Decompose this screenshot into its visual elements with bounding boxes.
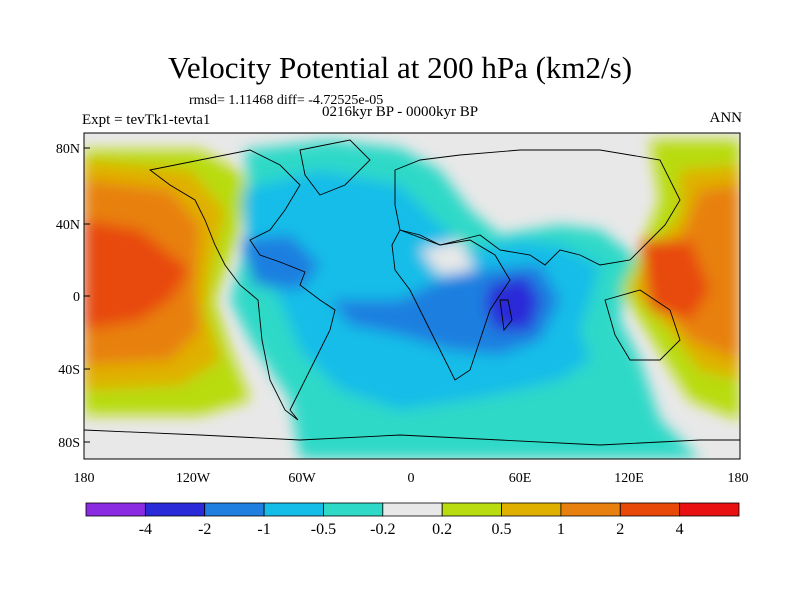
colorbar-swatch (560, 502, 621, 517)
colorbar-swatch (85, 502, 146, 517)
season-label: ANN (709, 110, 743, 126)
map-title: Velocity Potential at 200 hPa (km2/s) (167, 50, 633, 85)
lat-tick-label: 80N (56, 142, 80, 157)
colorbar-label: 2 (616, 521, 624, 538)
colorbar-swatch (204, 502, 265, 517)
lon-tick-label: 180 (728, 471, 749, 486)
colorbar-label: -2 (198, 521, 211, 538)
lon-tick-label: 60W (288, 471, 316, 486)
lon-tick-label: 60E (509, 471, 532, 486)
colorbar-label: 0.5 (492, 521, 512, 538)
lat-tick-label: 40S (58, 363, 80, 378)
lat-tick-label: 40N (56, 218, 80, 233)
lon-tick-label: 120W (176, 471, 211, 486)
lon-tick-label: 180 (74, 471, 95, 486)
longitude-axis: 180 120W 60W 0 60E 120E 180 (74, 471, 749, 486)
colorbar-label: 1 (557, 521, 565, 538)
colorbar-label: -1 (257, 521, 270, 538)
colorbar-swatch (323, 502, 384, 517)
colorbar-label: -0.2 (370, 521, 395, 538)
colorbar-swatch (382, 502, 443, 517)
colorbar-swatch (679, 502, 740, 517)
colorbar-swatch (263, 502, 324, 517)
colorbar-label: 0.2 (432, 521, 452, 538)
coastlines (84, 139, 740, 446)
latitude-axis: 80N 40N 0 40S 80S (56, 142, 90, 451)
velocity-potential-field (84, 133, 740, 459)
colorbar: -4 -2 -1 -0.5 -0.2 0.2 0.5 1 2 4 (85, 502, 740, 538)
colorbar-swatch (501, 502, 562, 517)
colorbar-swatch (441, 502, 502, 517)
stats-label: rmsd= 1.11468 diff= -4.72525e-05 (189, 93, 384, 108)
lat-tick-label: 0 (73, 290, 80, 305)
period-label: 0216kyr BP - 0000kyr BP (322, 104, 479, 120)
lon-tick-label: 0 (408, 471, 415, 486)
colorbar-label: -4 (139, 521, 152, 538)
lon-tick-label: 120E (614, 471, 644, 486)
experiment-label: Expt = tevTk1-tevta1 (82, 112, 211, 128)
colorbar-label: -0.5 (311, 521, 336, 538)
lat-tick-label: 80S (58, 436, 80, 451)
colorbar-swatch (144, 502, 206, 517)
colorbar-swatch (619, 502, 681, 517)
colorbar-label: 4 (676, 521, 684, 538)
